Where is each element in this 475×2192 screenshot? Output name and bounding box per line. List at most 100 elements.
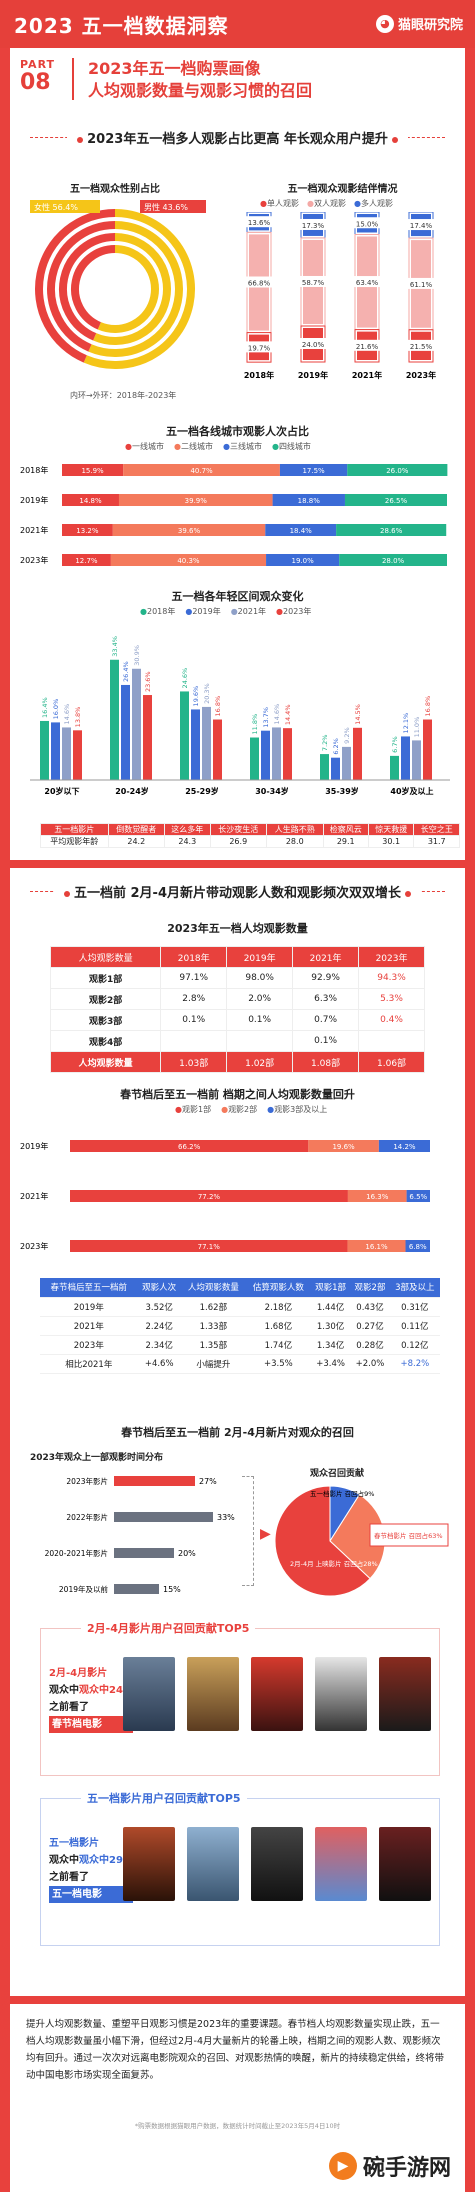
poster-1 [123,1657,175,1731]
age-bar [62,727,71,780]
city-bar [279,464,348,476]
city-bar [112,524,266,536]
watermark: ▶ 碗手游网 [328,2150,451,2182]
recall-title: 春节档后至五一档前 2月-4月新片对观众的召回 [121,1426,354,1439]
spring-bar [347,1190,407,1202]
city-bar [266,554,340,566]
age-bar [331,757,340,780]
spring-bar [378,1140,430,1152]
city-bar [62,524,113,536]
struct-label-bg [245,216,273,228]
city-bar [344,494,447,506]
poster-3 [251,1657,303,1731]
poster-5 [379,1657,431,1731]
city-bar [272,494,345,506]
contrib-title: 观众召回贡献 [310,1469,365,1479]
age-label: 19.6% [192,686,200,707]
struct-label: 63.4% [356,279,379,287]
city-bar [123,464,280,476]
donut-male-ring [59,233,116,341]
struct-label-bg [407,219,435,231]
struct-label-bg [245,341,273,353]
legend-single: ●单人观影 [260,199,299,208]
legend-multi: ●多人观影 [353,199,393,208]
spring-label: 16.3% [366,1193,389,1201]
struct-label-bg [407,277,435,289]
poster-4 [315,1657,367,1731]
spring-table: 春节档后至五一档前 观影人次 人均观影数量 估算观影人数 观影1部 观影2部 3部及以上 20… [40,1278,440,1374]
age-bar [390,755,399,780]
spring-label: 19.6% [332,1143,355,1151]
city-title: 五一档各线城市观影人次占比 [166,425,309,438]
female-label: 女性 56.4% [34,202,78,212]
pie-slice [274,1485,371,1597]
city-legend: ●一线城市 ●二线城市 ●三线城市 ●四线城市 [125,441,311,452]
age-xlabel: 20岁以下 [44,786,79,796]
film-age-table: 五一档影片 倒数觉醒者 这么多年 长沙夜生活 人生路不熟 检察风云 惊天救援 长空之王 平均观… [40,823,460,848]
spring-table-row: 2019年 3.52亿 1.62部 2.18亿 1.44亿 0.43亿 0.31亿 [40,1297,440,1317]
city-label: 39.9% [185,497,208,505]
city-bar [265,524,337,536]
age-xlabel: 35-39岁 [325,786,359,796]
age-label: 14.6% [273,704,281,725]
age-label: 16.4% [41,697,49,718]
age-bar [180,691,189,780]
spring-chart: 2019年 66.2% 19.6% 14.2% 2021年 77.2% 16.3% 6.5% 2… [20,1140,430,1252]
age-bar [250,737,259,780]
arrow-icon: ▶ [260,1526,271,1542]
avg-title: 2023年五一档人均观影数量 [167,922,308,935]
spring-bar [70,1240,348,1252]
struct-label-bg [299,218,327,230]
dist-value: 20% [178,1549,196,1558]
age-xlabel: 25-29岁 [185,786,219,796]
top2-box: 五一档影片用户召回贡献TOP5 五一档影片 观众中观众中29% 之前看了 五一档电影 [40,1790,440,1946]
struct-label: 17.4% [410,222,433,230]
top1-title: 2月-4月影片用户召回贡献TOP5 [81,1620,256,1636]
struct-label-bg [407,339,435,351]
city-bar [62,464,124,476]
struct-xlabel: 2018年 [244,370,274,380]
age-legend: ●2018年 ●2019年 ●2021年 ●2023年 [140,606,311,617]
card-profile: PART 08 2023年五一档购票画像 人均观影数量与观影习惯的召回 2023… [10,48,465,860]
spring-label: 6.8% [409,1243,427,1251]
avg-row: 观影3部 0.1% 0.1% 0.7% 0.4% [49,1009,425,1031]
sec1-heading: 2023年五一档多人观影占比更高 年长观众用户提升 [10,128,465,147]
age-bar [132,668,141,780]
legend-2019: ●2019年 [185,607,221,616]
struct-label: 21.5% [410,343,433,351]
donut-female-ring [93,233,171,345]
city-year: 2021年 [20,525,48,535]
avg-row: 观影1部 97.1% 98.0% 92.9% 94.3% [49,967,425,989]
structure-chart: 13.6% 66.8% 19.7% 2018年 17.3% 58.7% 24.0% 2019年… [244,212,436,380]
dist-chart: 2023年影片 27% 2022年影片 33% 2020-2021年影片 20% 2019年… [45,1476,235,1594]
bracket [242,1476,254,1586]
male-label: 男性 43.6% [144,202,188,212]
age-label: 6.2% [332,738,340,755]
struct-label: 19.7% [248,344,271,352]
struct-label: 66.8% [248,280,271,288]
spring-label: 16.1% [365,1243,388,1251]
header: 2023 五一档数据洞察 ◕ 猫眼研究院 [0,0,475,48]
poster-10 [379,1827,431,1901]
city-bar [336,524,447,536]
city-label: 18.8% [298,497,321,505]
city-year: 2023年 [20,555,48,565]
part-text: PART [20,58,56,71]
dist-bar [114,1476,195,1486]
age-bar [353,727,362,780]
legend-three: ●观影3部及以上 [267,1105,328,1114]
age-label: 11.8% [251,714,259,735]
struct-label-bg [299,275,327,287]
spring-title: 春节档后至五一档前 档期之间人均观影数量回升 [120,1088,355,1101]
poster-9 [315,1827,367,1901]
donut-male-ring [71,245,116,330]
age-label: 11.0% [413,717,421,738]
summary-text: 提升人均观影数量、重塑平日观影习惯是2023年的重要课题。春节档人均观影数量实现… [26,2019,445,2081]
gender-title: 五一档观众性别占比 [70,184,160,195]
legend-tier2: ●二线城市 [173,442,213,451]
brand-name: 猫眼研究院 [397,18,463,33]
city-year: 2019年 [20,495,48,505]
dist-value: 33% [217,1513,235,1522]
contrib-pie: 五一档影片 召回占9% 2月-4月 上映影片 召回占28% 春节档影片 召回占63% [274,1485,449,1597]
city-year: 2018年 [20,465,48,475]
